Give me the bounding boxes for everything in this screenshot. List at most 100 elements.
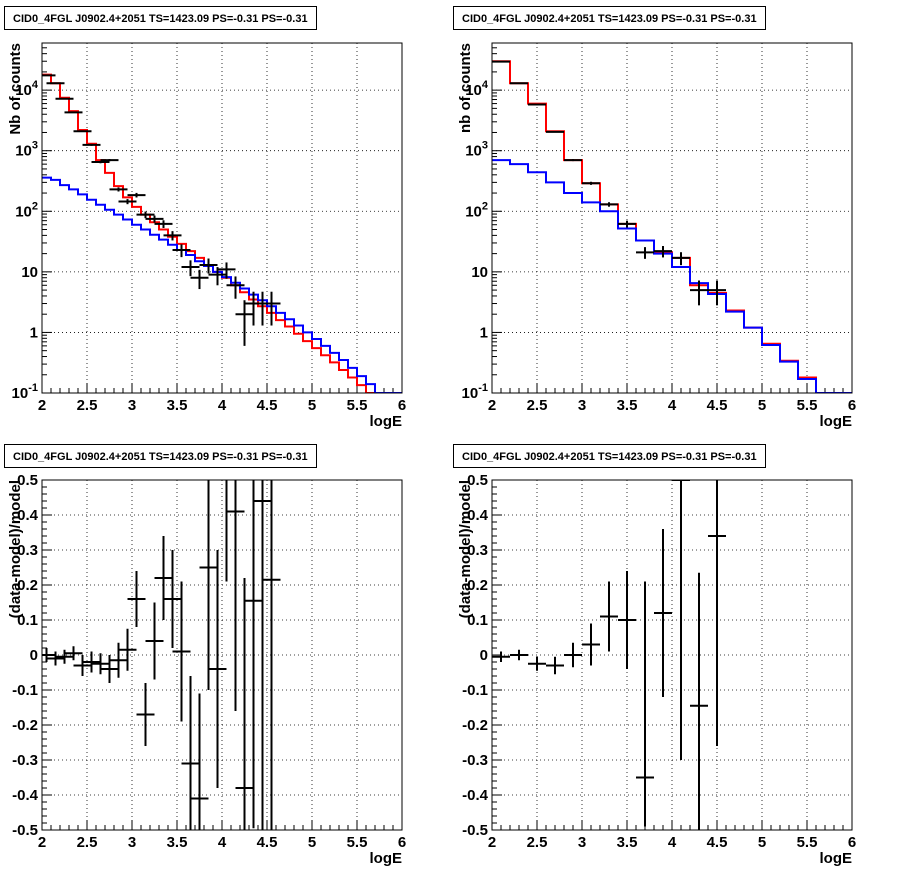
panel-2: 2 2.5 3 3.5 4 4.5 5 5.5 6 10-1 1 10 102 103 104 logE nb …	[457, 42, 856, 430]
series-group	[492, 480, 726, 830]
x-tick-label: 5.5	[797, 397, 818, 414]
y-axis-title: nb of counts	[457, 43, 474, 133]
x-tick-label: 3	[578, 834, 586, 851]
data-point	[672, 252, 690, 266]
data-point	[199, 480, 218, 690]
data-point	[136, 683, 155, 746]
data-point	[118, 199, 137, 205]
y-tick-label: 10	[471, 264, 488, 281]
x-tick-label: 2	[488, 397, 496, 414]
data-point	[546, 656, 564, 675]
x-tick-label: 3.5	[167, 397, 188, 414]
data-point	[73, 655, 92, 676]
x-tick-label: 5.5	[347, 397, 368, 414]
data-point	[654, 246, 672, 258]
series-group	[42, 480, 281, 830]
data-point	[708, 480, 726, 746]
y-tick-label: 104	[15, 79, 39, 99]
data-point	[672, 480, 690, 760]
y-tick-label: 103	[15, 140, 38, 160]
data-point	[42, 74, 56, 77]
y-tick-label: 0	[480, 647, 488, 664]
x-tick-label: 4	[668, 834, 677, 851]
data-point	[91, 160, 110, 164]
data-point	[190, 693, 209, 830]
data-point	[244, 291, 263, 326]
panel-3: 2 2.5 3 3.5 4 4.5 5 5.5 6 -0.5 -0.4 -0.3 -0.2 -0.1 0 0.…	[7, 472, 406, 867]
data-point	[708, 280, 726, 306]
x-tick-label: 4.5	[257, 397, 278, 414]
model-histogram-blue	[492, 159, 852, 393]
y-tick-label: 102	[465, 200, 488, 220]
y-tick-label: 0.5	[467, 472, 488, 489]
y-tick-label: 10	[21, 264, 38, 281]
panel-1: 2 2.5 3 3.5 4 4.5 5 5.5 6 10-1 1 10 102 103 104 logE Nb …	[7, 42, 406, 430]
y-tick-label: -0.3	[12, 752, 38, 769]
x-tick-label: 5.5	[797, 834, 818, 851]
data-point	[46, 82, 65, 85]
data-point	[253, 291, 272, 326]
y-tick-label: 0	[30, 647, 38, 664]
data-point	[172, 244, 191, 258]
x-tick-label: 2.5	[527, 834, 548, 851]
y-tick-label: -0.5	[462, 822, 488, 839]
x-tick-label: 6	[398, 834, 406, 851]
x-tick-label: 2.5	[77, 397, 98, 414]
series-group	[42, 73, 402, 393]
data-point	[600, 581, 618, 652]
data-point	[262, 291, 281, 326]
data-point	[528, 656, 546, 671]
data-point	[190, 269, 209, 290]
y-axis-title: Nb of counts	[7, 43, 24, 135]
plot-frame	[41, 42, 403, 394]
data-point	[618, 571, 636, 669]
data-point	[492, 651, 510, 662]
x-tick-label: 2.5	[77, 834, 98, 851]
y-tick-label: 0.2	[467, 577, 488, 594]
data-point	[100, 655, 119, 683]
data-point	[582, 181, 600, 185]
data-point	[564, 642, 582, 668]
data-point	[253, 480, 272, 830]
data-point	[118, 628, 137, 671]
data-point	[235, 300, 254, 346]
x-axis-title: logE	[820, 413, 853, 430]
x-tick-label: 4.5	[257, 834, 278, 851]
data-point	[136, 211, 155, 219]
data-point	[510, 649, 528, 661]
y-tick-label: -0.2	[12, 717, 38, 734]
data-point	[199, 258, 218, 274]
data-point	[154, 536, 173, 620]
panel2-title: CID0_4FGL J0902.4+2051 TS=1423.09 PS=-0.…	[453, 6, 766, 30]
y-axis-title: (data-model)/model	[7, 480, 24, 618]
model-histogram-blue	[42, 176, 402, 393]
y-tick-label: -0.4	[462, 787, 489, 804]
series-group	[492, 60, 852, 393]
data-point	[163, 231, 182, 241]
data-point	[217, 262, 236, 279]
x-tick-label: 3.5	[167, 834, 188, 851]
data-point	[244, 480, 263, 829]
data-point	[109, 642, 128, 678]
data-point	[42, 648, 56, 662]
y-tick-label: 10-1	[462, 382, 488, 402]
y-axis-title: (data-model)/model	[457, 480, 474, 618]
x-tick-label: 6	[848, 834, 856, 851]
x-tick-label: 5	[308, 397, 316, 414]
plot-frame	[41, 479, 403, 831]
data-point	[82, 651, 101, 673]
x-tick-label: 2	[38, 397, 46, 414]
data-point	[127, 571, 146, 627]
y-tick-label: 0.4	[467, 507, 489, 524]
data-point	[73, 130, 92, 133]
panel3-title: CID0_4FGL J0902.4+2051 TS=1423.09 PS=-0.…	[4, 444, 317, 468]
data-point	[181, 260, 200, 277]
data-point	[262, 480, 281, 830]
data-point	[690, 280, 708, 306]
data-point	[654, 529, 672, 697]
x-tick-label: 5	[758, 397, 766, 414]
data-point	[109, 187, 128, 192]
x-tick-label: 2.5	[527, 397, 548, 414]
data-point	[46, 651, 65, 666]
